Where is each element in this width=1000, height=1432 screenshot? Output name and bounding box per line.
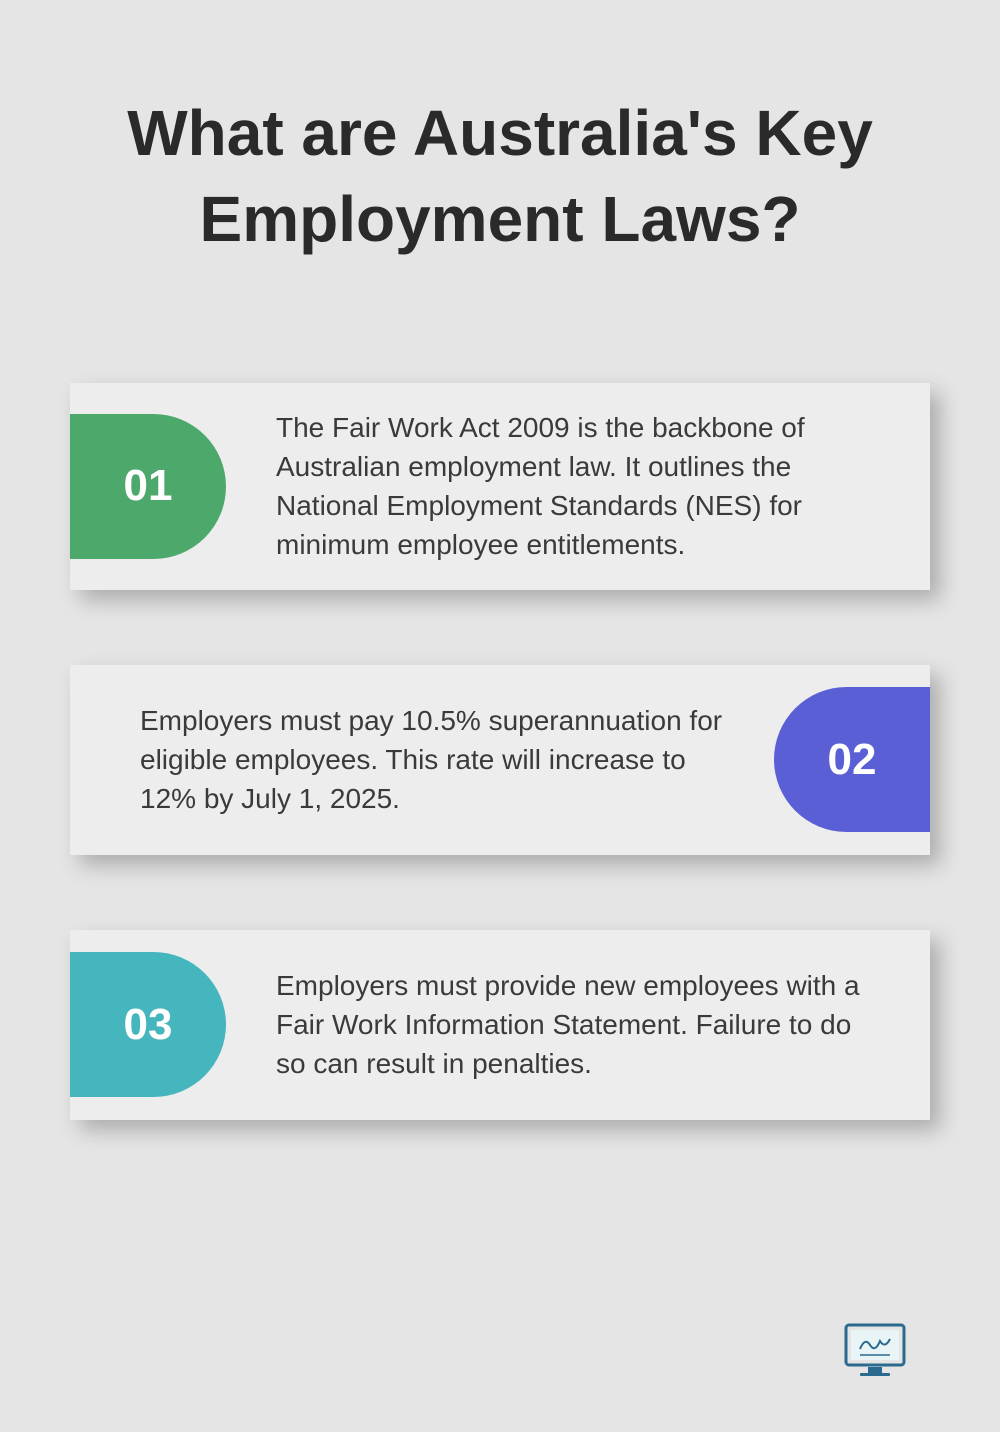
page-title: What are Australia's Key Employment Laws… xyxy=(70,90,930,263)
info-card-2: 02 Employers must pay 10.5% superannuati… xyxy=(70,665,930,855)
number-badge-2: 02 xyxy=(774,687,930,832)
card-text-2: Employers must pay 10.5% superannuation … xyxy=(90,676,724,844)
card-text-3: Employers must provide new employees wit… xyxy=(276,941,910,1109)
info-card-1: 01 The Fair Work Act 2009 is the backbon… xyxy=(70,383,930,590)
number-badge-3: 03 xyxy=(70,952,226,1097)
number-badge-1: 01 xyxy=(70,414,226,559)
logo-icon xyxy=(840,1319,910,1377)
card-text-1: The Fair Work Act 2009 is the backbone o… xyxy=(276,383,910,590)
info-card-3: 03 Employers must provide new employees … xyxy=(70,930,930,1120)
